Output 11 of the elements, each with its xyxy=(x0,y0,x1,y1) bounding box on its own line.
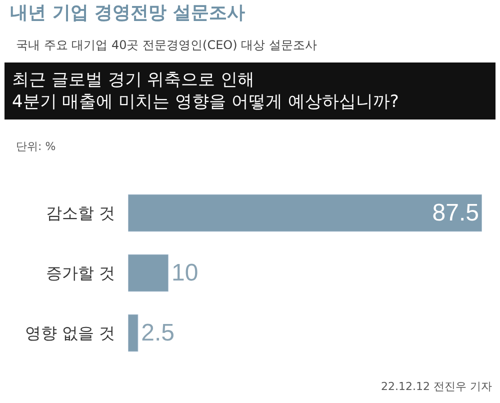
data-label: 2.5 xyxy=(141,320,174,346)
text: 단위: % xyxy=(16,140,56,153)
chart-subtitle: 국내 주요 대기업 40곳 전문경영인(CEO) 대상 설문조사 xyxy=(16,38,317,52)
text: 22.12.12 전진우 기자 xyxy=(381,380,492,393)
y-tick-label: 영향 없을 것 xyxy=(24,324,115,343)
y-tick-label: 감소할 것 xyxy=(46,204,115,223)
text: 최근 글로벌 경기 위축으로 인해 4분기 매출에 미치는 영향을 어떻게 예상하십니까? xyxy=(12,70,399,112)
y-tick-label: 증가할 것 xyxy=(46,264,115,283)
data-label: 10 xyxy=(171,260,198,286)
data-label: 87.5 xyxy=(432,200,479,226)
chart-title: 내년 기업 경영전망 설문조사 xyxy=(10,2,245,24)
